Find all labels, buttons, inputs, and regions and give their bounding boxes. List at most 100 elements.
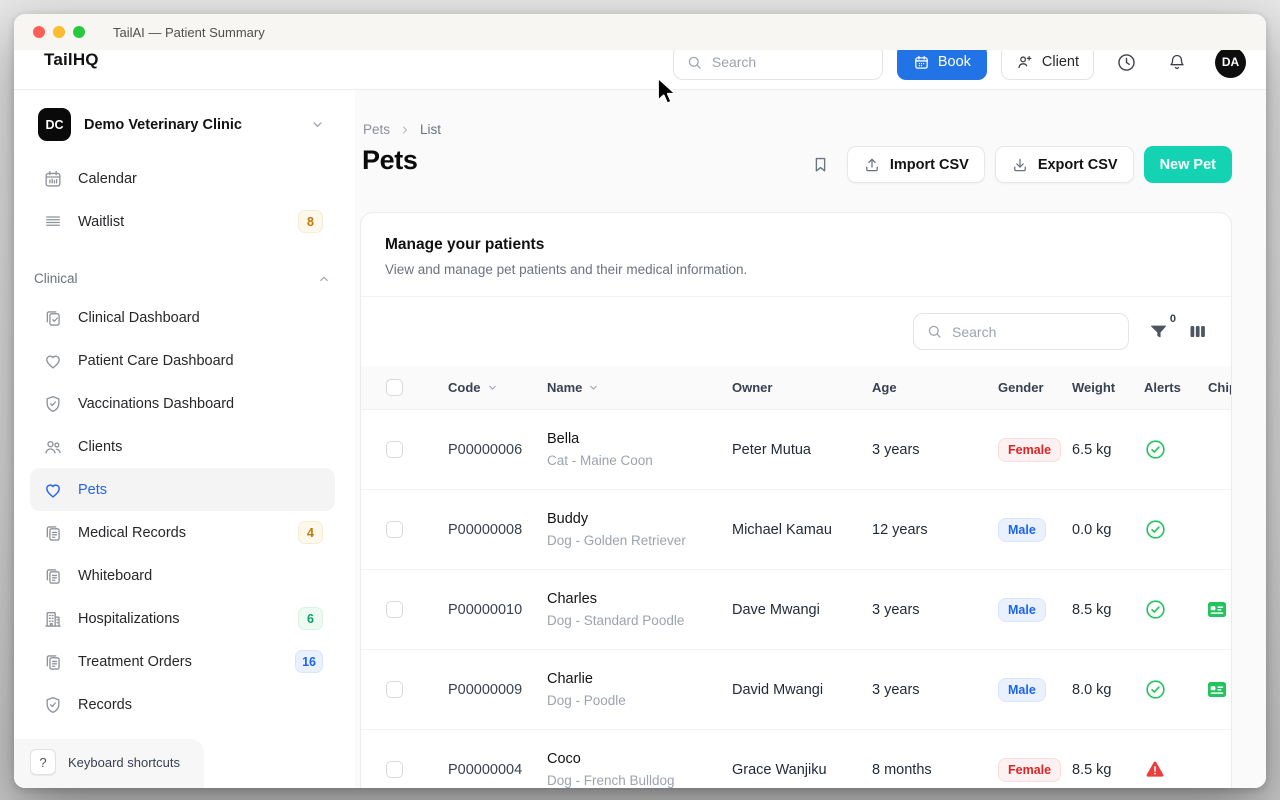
filter-funnel-icon[interactable]: 0 xyxy=(1149,313,1176,341)
sidebar-item-clinical-dashboard[interactable]: Clinical Dashboard xyxy=(30,296,335,339)
column-header-name[interactable]: Name xyxy=(547,380,600,395)
shield-check-icon xyxy=(43,394,63,414)
sidebar-item-label: Records xyxy=(78,696,132,713)
table-row[interactable]: P00000006 Bella Cat - Maine Coon Peter M… xyxy=(361,410,1231,490)
column-header-alerts[interactable]: Alerts xyxy=(1144,380,1181,395)
pet-name[interactable]: Charlie xyxy=(547,671,593,687)
pet-weight: 8.5 kg xyxy=(1072,601,1112,618)
bookmark-icon[interactable] xyxy=(811,155,830,174)
row-checkbox[interactable] xyxy=(386,761,403,778)
column-header-weight[interactable]: Weight xyxy=(1072,380,1116,395)
card-subtitle: View and manage pet patients and their m… xyxy=(385,262,748,277)
sidebar-item-hospitalizations[interactable]: Hospitalizations 6 xyxy=(30,597,335,640)
owner-name: Peter Mutua xyxy=(732,441,811,458)
sidebar-item-label: Waitlist xyxy=(78,213,125,230)
bell-icon[interactable] xyxy=(1159,52,1195,72)
column-header-gender[interactable]: Gender xyxy=(998,380,1044,395)
sidebar-section-clinical[interactable]: Clinical xyxy=(34,271,331,286)
pet-code: P00000009 xyxy=(448,681,523,698)
filter-count-badge: 0 xyxy=(1169,313,1176,325)
zoom-window-button[interactable] xyxy=(73,26,85,38)
table-search-placeholder: Search xyxy=(952,323,997,340)
table-row[interactable]: P00000010 Charles Dog - Standard Poodle … xyxy=(361,570,1231,650)
clipboard-icon xyxy=(43,523,63,543)
pet-name[interactable]: Charles xyxy=(547,591,597,607)
macos-titlebar: TailAI — Patient Summary xyxy=(14,14,1266,50)
sidebar-item-whiteboard[interactable]: Whiteboard xyxy=(30,554,335,597)
clock-icon[interactable] xyxy=(1108,52,1145,73)
clinic-switcher[interactable]: DC Demo Veterinary Clinic xyxy=(30,106,335,143)
pet-name[interactable]: Coco xyxy=(547,751,581,767)
book-button[interactable]: Book xyxy=(896,44,987,80)
column-header-owner[interactable]: Owner xyxy=(732,380,773,395)
sidebar-item-patient-care-dashboard[interactable]: Patient Care Dashboard xyxy=(30,339,335,382)
clipboard-icon xyxy=(43,652,63,672)
pet-breed: Dog - Poodle xyxy=(547,693,626,708)
clipboard-check-icon xyxy=(43,308,63,328)
sidebar-item-pets[interactable]: Pets xyxy=(30,468,335,511)
users-icon xyxy=(43,437,63,457)
sidebar-item-records[interactable]: Records xyxy=(30,683,335,726)
minimize-window-button[interactable] xyxy=(53,26,65,38)
sidebar-item-vaccinations-dashboard[interactable]: Vaccinations Dashboard xyxy=(30,382,335,425)
select-all-checkbox[interactable] xyxy=(386,379,403,396)
building-icon xyxy=(43,609,63,629)
chevron-down-icon xyxy=(310,117,325,132)
window-title: TailAI — Patient Summary xyxy=(113,24,265,40)
clipboard-icon xyxy=(43,566,63,586)
pet-code: P00000004 xyxy=(448,761,523,778)
close-window-button[interactable] xyxy=(33,26,45,38)
app-logo[interactable]: TailHQ xyxy=(44,50,99,69)
table-search-input[interactable]: Search xyxy=(913,313,1129,350)
export-csv-button[interactable]: Export CSV xyxy=(994,146,1134,183)
user-avatar[interactable]: DA xyxy=(1215,46,1246,78)
table-row[interactable]: P00000004 Coco Dog - French Bulldog Grac… xyxy=(361,730,1231,788)
pet-name[interactable]: Bella xyxy=(547,431,580,447)
sidebar-item-treatment-orders[interactable]: Treatment Orders 16 xyxy=(30,640,335,683)
sidebar-item-label: Medical Records xyxy=(78,524,186,541)
owner-name: Dave Mwangi xyxy=(732,601,820,618)
upload-icon xyxy=(863,156,881,174)
sidebar-item-label: Calendar xyxy=(78,170,137,187)
sort-chevron-icon xyxy=(587,381,600,394)
row-checkbox[interactable] xyxy=(386,601,403,618)
treatment-orders-count-badge: 16 xyxy=(295,650,323,673)
main-content: Pets List Pets Import CSV xyxy=(355,90,1266,788)
columns-icon[interactable] xyxy=(1188,322,1207,341)
heart-icon xyxy=(43,480,63,500)
owner-name: Michael Kamau xyxy=(732,521,832,538)
pet-code: P00000006 xyxy=(448,441,523,458)
download-icon xyxy=(1011,156,1029,174)
new-pet-button[interactable]: New Pet xyxy=(1143,146,1232,183)
sidebar-item-label: Hospitalizations xyxy=(78,610,180,627)
breadcrumb-list[interactable]: List xyxy=(420,122,442,137)
row-checkbox[interactable] xyxy=(386,441,403,458)
gender-badge: Female xyxy=(998,757,1062,782)
pet-age: 3 years xyxy=(872,601,920,618)
sidebar: DC Demo Veterinary Clinic Calendar xyxy=(14,90,355,788)
chevron-up-icon xyxy=(317,272,331,286)
table-row[interactable]: P00000009 Charlie Dog - Poodle David Mwa… xyxy=(361,650,1231,730)
microchip-card-icon xyxy=(1208,682,1226,697)
sidebar-item-medical-records[interactable]: Medical Records 4 xyxy=(30,511,335,554)
pet-code: P00000010 xyxy=(448,601,523,618)
column-header-age[interactable]: Age xyxy=(872,380,897,395)
breadcrumb-pets[interactable]: Pets xyxy=(363,122,391,137)
app-header: TailHQ Search Book Client xyxy=(14,44,1266,90)
search-icon xyxy=(686,54,703,71)
sidebar-item-calendar[interactable]: Calendar xyxy=(30,157,335,200)
pet-name[interactable]: Buddy xyxy=(547,511,589,527)
pet-breed: Dog - Standard Poodle xyxy=(547,613,685,628)
sidebar-item-clients[interactable]: Clients xyxy=(30,425,335,468)
keyboard-shortcuts-pill[interactable]: ? Keyboard shortcuts xyxy=(14,739,205,788)
table-row[interactable]: P00000008 Buddy Dog - Golden Retriever M… xyxy=(361,490,1231,570)
row-checkbox[interactable] xyxy=(386,681,403,698)
owner-name: David Mwangi xyxy=(732,681,824,698)
global-search-placeholder: Search xyxy=(711,54,757,70)
pet-age: 12 years xyxy=(872,521,928,538)
row-checkbox[interactable] xyxy=(386,521,403,538)
import-csv-button[interactable]: Import CSV xyxy=(846,146,985,183)
sidebar-item-waitlist[interactable]: Waitlist 8 xyxy=(30,200,335,243)
column-header-chip[interactable]: Chip xyxy=(1208,380,1231,395)
column-header-code[interactable]: Code xyxy=(448,380,499,395)
